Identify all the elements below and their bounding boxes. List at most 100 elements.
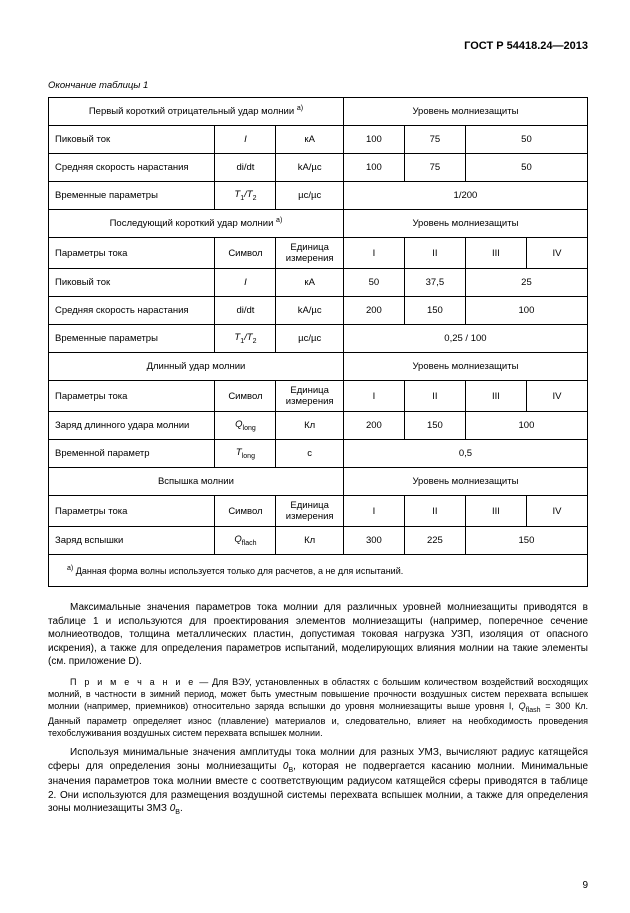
cell-col: IV xyxy=(526,496,587,527)
cell-symbol: T1/T2 xyxy=(215,325,276,353)
section-header: Вспышка молнии xyxy=(49,468,344,496)
cell-name: Временные параметры xyxy=(49,182,215,210)
header-text: Последующий короткий удар молнии xyxy=(110,219,276,230)
cell-symbol-hdr: Символ xyxy=(215,238,276,269)
cell-symbol: Qflach xyxy=(215,527,276,555)
footnote-marker: a) xyxy=(276,217,282,224)
cell-col: I xyxy=(343,381,404,412)
cell-unit-hdr: Единица измерения xyxy=(276,238,343,269)
section-header: Последующий короткий удар молнии a) xyxy=(49,210,344,238)
section-header: Длинный удар молнии xyxy=(49,353,344,381)
table-row: Средняя скорость нарастания di/dt kA/µс … xyxy=(49,297,588,325)
cell-symbol-hdr: Символ xyxy=(215,496,276,527)
cell-col: III xyxy=(465,238,526,269)
table-footnote: a) Данная форма волны используется тольк… xyxy=(49,555,588,587)
cell-name: Временные параметры xyxy=(49,325,215,353)
cell-value: 200 xyxy=(343,412,404,440)
section-header: Уровень молниезащиты xyxy=(343,98,587,126)
table-row: Заряд длинного удара молнии Qlong Кл 200… xyxy=(49,412,588,440)
cell-value: 0,25 / 100 xyxy=(343,325,587,353)
cell-col: I xyxy=(343,238,404,269)
cell-value: 100 xyxy=(343,154,404,182)
cell-value: 300 xyxy=(343,527,404,555)
cell-unit: µс/µс xyxy=(276,325,343,353)
cell-unit: kA/µс xyxy=(276,154,343,182)
cell-name: Пиковый ток xyxy=(49,269,215,297)
cell-unit: кА xyxy=(276,126,343,154)
cell-name: Временной параметр xyxy=(49,440,215,468)
paragraph: Используя минимальные значения амплитуды… xyxy=(48,746,588,817)
paragraph: Максимальные значения параметров тока мо… xyxy=(48,601,588,669)
cell-col: II xyxy=(404,496,465,527)
cell-value: 25 xyxy=(465,269,587,297)
cell-name: Пиковый ток xyxy=(49,126,215,154)
cell-value: 75 xyxy=(404,126,465,154)
cell-value: 50 xyxy=(465,154,587,182)
cell-name: Средняя скорость нарастания xyxy=(49,297,215,325)
cell-value: 50 xyxy=(465,126,587,154)
cell-value: 225 xyxy=(404,527,465,555)
table-row: Вспышка молнии Уровень молниезащиты xyxy=(49,468,588,496)
standard-code: ГОСТ Р 54418.24—2013 xyxy=(48,40,588,52)
table-row: Временные параметры T1/T2 µс/µс 0,25 / 1… xyxy=(49,325,588,353)
cell-name: Параметры тока xyxy=(49,496,215,527)
cell-name: Заряд вспышки xyxy=(49,527,215,555)
table-row: Первый короткий отрицательный удар молни… xyxy=(49,98,588,126)
cell-unit: Кл xyxy=(276,527,343,555)
cell-symbol-hdr: Символ xyxy=(215,381,276,412)
section-header: Уровень молниезащиты xyxy=(343,468,587,496)
table-footnote-row: a) Данная форма волны используется тольк… xyxy=(49,555,588,587)
cell-col: II xyxy=(404,238,465,269)
cell-symbol: I xyxy=(215,126,276,154)
cell-value: 75 xyxy=(404,154,465,182)
table-row: Последующий короткий удар молнии a) Уров… xyxy=(49,210,588,238)
cell-col: IV xyxy=(526,238,587,269)
cell-name: Средняя скорость нарастания xyxy=(49,154,215,182)
cell-value: 1/200 xyxy=(343,182,587,210)
cell-value: 100 xyxy=(465,297,587,325)
cell-value: 100 xyxy=(465,412,587,440)
section-header: Первый короткий отрицательный удар молни… xyxy=(49,98,344,126)
table-row: Параметры тока Символ Единица измерения … xyxy=(49,381,588,412)
cell-col: I xyxy=(343,496,404,527)
cell-value: 100 xyxy=(343,126,404,154)
cell-symbol: I xyxy=(215,269,276,297)
cell-name: Заряд длинного удара молнии xyxy=(49,412,215,440)
header-text: Первый короткий отрицательный удар молни… xyxy=(89,107,297,118)
table-row: Длинный удар молнии Уровень молниезащиты xyxy=(49,353,588,381)
body-text: Максимальные значения параметров тока мо… xyxy=(48,601,588,818)
cell-value: 0,5 xyxy=(343,440,587,468)
cell-name: Параметры тока xyxy=(49,381,215,412)
cell-symbol: Tlong xyxy=(215,440,276,468)
table-row: Заряд вспышки Qflach Кл 300 225 150 xyxy=(49,527,588,555)
table-row: Параметры тока Символ Единица измерения … xyxy=(49,496,588,527)
cell-value: 150 xyxy=(465,527,587,555)
cell-col: III xyxy=(465,496,526,527)
cell-value: 150 xyxy=(404,297,465,325)
page-number: 9 xyxy=(582,880,588,891)
cell-col: III xyxy=(465,381,526,412)
cell-col: II xyxy=(404,381,465,412)
table-row: Параметры тока Символ Единица измерения … xyxy=(49,238,588,269)
cell-unit: с xyxy=(276,440,343,468)
cell-unit: кА xyxy=(276,269,343,297)
table-row: Пиковый ток I кА 100 75 50 xyxy=(49,126,588,154)
cell-symbol: T1/T2 xyxy=(215,182,276,210)
table-row: Временные параметры T1/T2 µс/µс 1/200 xyxy=(49,182,588,210)
cell-unit: µс/µс xyxy=(276,182,343,210)
cell-symbol: di/dt xyxy=(215,154,276,182)
section-header: Уровень молниезащиты xyxy=(343,353,587,381)
cell-unit: kA/µс xyxy=(276,297,343,325)
table-row: Средняя скорость нарастания di/dt kA/µс … xyxy=(49,154,588,182)
cell-symbol: Qlong xyxy=(215,412,276,440)
table-caption: Окончание таблицы 1 xyxy=(48,80,588,91)
footnote-marker: a) xyxy=(297,105,303,112)
cell-symbol: di/dt xyxy=(215,297,276,325)
cell-unit-hdr: Единица измерения xyxy=(276,381,343,412)
cell-unit-hdr: Единица измерения xyxy=(276,496,343,527)
cell-value: 50 xyxy=(343,269,404,297)
table-row: Пиковый ток I кА 50 37,5 25 xyxy=(49,269,588,297)
table-1-continuation: Первый короткий отрицательный удар молни… xyxy=(48,97,588,587)
cell-unit: Кл xyxy=(276,412,343,440)
cell-col: IV xyxy=(526,381,587,412)
